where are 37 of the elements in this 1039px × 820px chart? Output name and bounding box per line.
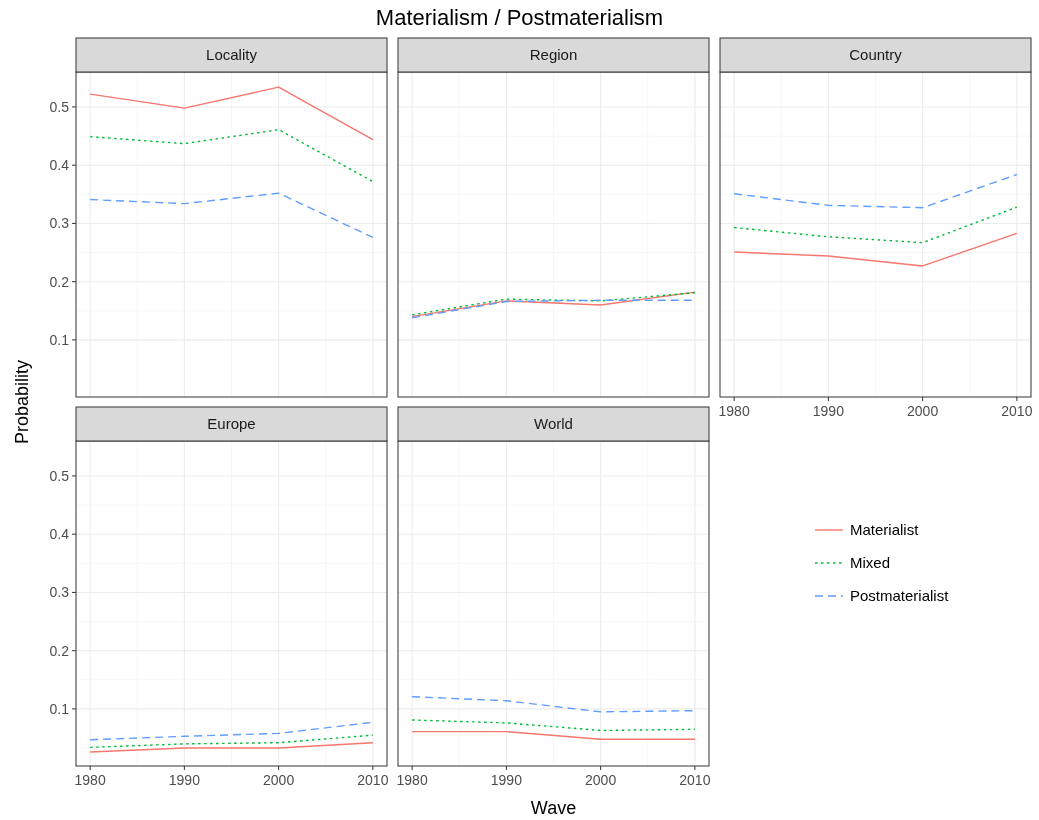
x-tick-label: 2010 <box>679 772 711 788</box>
legend-label: Mixed <box>850 554 891 571</box>
legend-label: Materialist <box>850 521 920 538</box>
y-tick-label: 0.5 <box>49 467 70 484</box>
y-tick-label: 0.4 <box>49 526 70 543</box>
y-tick-label: 0.4 <box>49 157 70 174</box>
x-tick-label: 2010 <box>357 772 389 788</box>
chart-title: World <box>534 415 573 432</box>
y-tick-label: 0.1 <box>49 331 70 348</box>
x-tick-label: 1990 <box>168 772 201 788</box>
y-tick-label: 0.2 <box>49 273 70 290</box>
text: Materialism / Postmaterialism <box>375 5 664 30</box>
y-tick-label: 0.3 <box>49 584 70 601</box>
x-tick-label: 1990 <box>490 772 523 788</box>
y-tick-label: 0.1 <box>49 700 70 717</box>
legend-label: Postmaterialist <box>850 587 950 604</box>
chart-title: Locality <box>206 46 258 63</box>
x-tick-label: 2010 <box>1001 403 1033 419</box>
x-tick-label: 1980 <box>718 403 750 419</box>
chart-title: Country <box>849 46 903 63</box>
chart-title: Region <box>529 46 578 63</box>
x-tick-label: 2000 <box>585 772 617 788</box>
chart-title: Europe <box>207 415 256 432</box>
line-series <box>89 734 374 749</box>
line-series <box>89 128 374 183</box>
line-series <box>89 192 374 239</box>
x-tick-label: 1980 <box>74 772 106 788</box>
x-tick-label: 1990 <box>812 403 845 419</box>
x-tick-label: 2000 <box>907 403 939 419</box>
y-axis-title: Probability <box>12 359 32 445</box>
y-tick-label: 0.2 <box>49 642 70 659</box>
y-tick-label: 0.5 <box>49 98 70 115</box>
x-tick-label: 2000 <box>263 772 295 788</box>
line-series <box>89 86 374 141</box>
x-axis-title: Wave <box>530 798 577 818</box>
x-tick-label: 1980 <box>396 772 428 788</box>
y-tick-label: 0.3 <box>49 215 70 232</box>
